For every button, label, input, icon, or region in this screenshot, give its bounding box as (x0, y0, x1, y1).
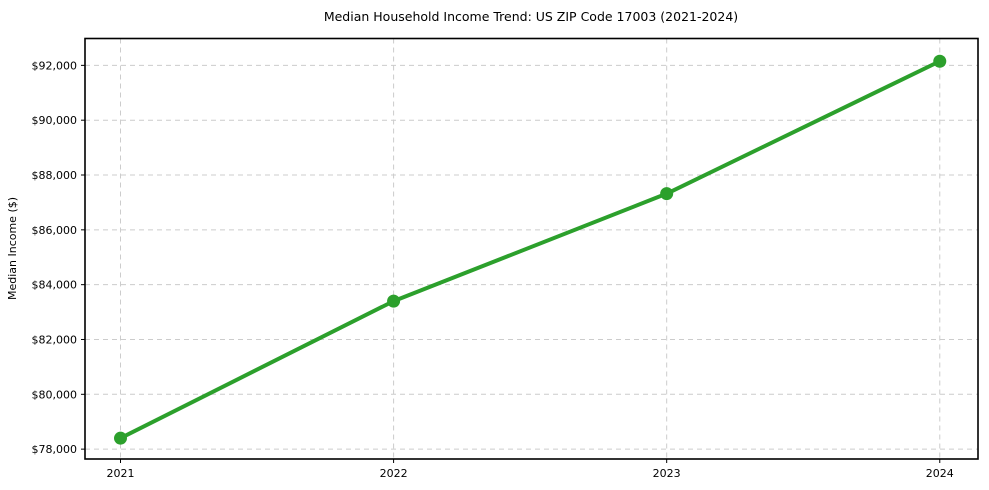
y-tick-label: $88,000 (32, 169, 78, 182)
x-tick-label: 2023 (653, 467, 681, 480)
x-tick-label: 2021 (107, 467, 135, 480)
data-point-2021 (114, 431, 128, 445)
y-tick-label: $78,000 (32, 443, 78, 456)
y-tick-label: $82,000 (32, 333, 78, 346)
income-trend-series (114, 54, 947, 445)
y-tick-label: $80,000 (32, 388, 78, 401)
y-tick-label: $92,000 (32, 59, 78, 72)
axis-ticks (81, 64, 941, 463)
y-tick-label: $90,000 (32, 114, 78, 127)
x-axis-tick-labels: 2021 2022 2023 2024 (107, 467, 954, 480)
y-axis-tick-labels: $78,000 $80,000 $82,000 $84,000 $86,000 $88,0… (32, 59, 78, 456)
data-point-2022 (387, 294, 401, 308)
trend-line (118, 59, 942, 441)
chart-title: Median Household Income Trend: US ZIP Co… (324, 9, 738, 24)
x-tick-label: 2022 (380, 467, 408, 480)
data-point-2023 (660, 187, 674, 201)
x-tick-label: 2024 (926, 467, 954, 480)
gridlines (85, 38, 978, 459)
y-tick-label: $86,000 (32, 224, 78, 237)
plot-border (84, 37, 979, 460)
y-axis-label: Median Income ($) (6, 197, 19, 300)
y-tick-label: $84,000 (32, 279, 78, 292)
data-point-2024 (933, 54, 947, 68)
